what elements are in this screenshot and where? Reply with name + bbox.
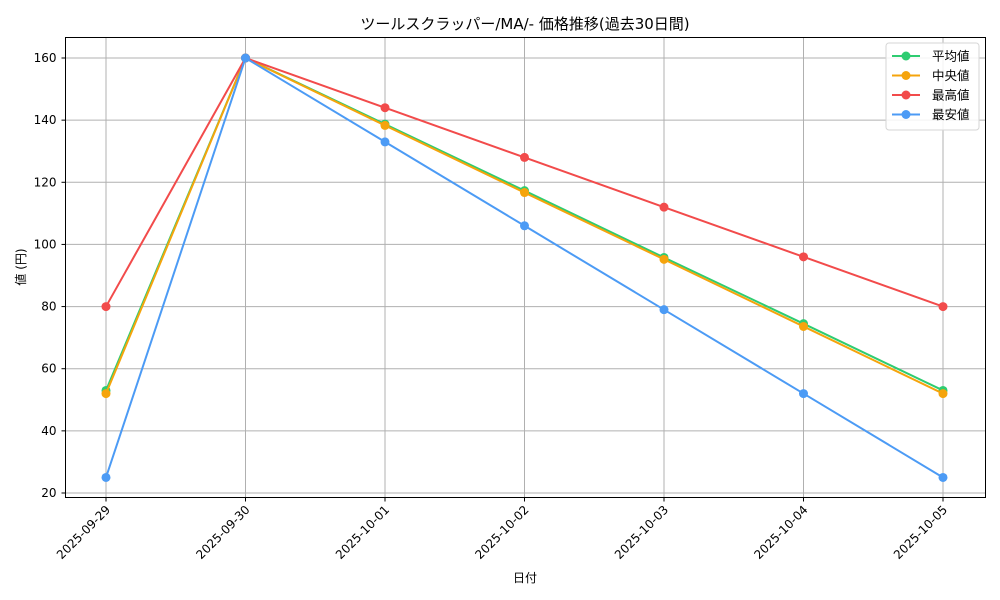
y-tick-label: 120 bbox=[34, 175, 57, 189]
legend-box bbox=[885, 42, 980, 131]
x-tick-label: 2025-10-04 bbox=[751, 503, 810, 562]
data-point bbox=[520, 188, 529, 198]
data-point bbox=[938, 302, 948, 312]
legend-item: 平均値 bbox=[892, 49, 970, 64]
data-point bbox=[659, 254, 669, 264]
x-tick-label: 2025-10-02 bbox=[472, 503, 531, 562]
data-point bbox=[659, 202, 669, 212]
y-tick-label: 140 bbox=[34, 113, 57, 127]
chart-title: ツールスクラッパー/MA/- 価格推移(過去30日間) bbox=[360, 15, 689, 33]
y-axis-label: 値 (円) bbox=[13, 248, 28, 285]
y-tick-label: 20 bbox=[41, 486, 56, 500]
y-tick-label: 160 bbox=[34, 51, 57, 65]
legend-marker-icon bbox=[901, 90, 911, 100]
data-point bbox=[799, 321, 808, 331]
legend-item: 最高値 bbox=[892, 88, 970, 103]
legend-item: 最安値 bbox=[892, 107, 970, 122]
data-point bbox=[241, 53, 250, 63]
x-tick-label: 2025-09-30 bbox=[193, 503, 252, 562]
legend-label: 平均値 bbox=[932, 49, 970, 64]
x-tick-label: 2025-10-05 bbox=[891, 503, 950, 562]
data-point bbox=[520, 221, 529, 231]
data-point bbox=[101, 472, 111, 482]
y-tick-label: 40 bbox=[41, 424, 56, 438]
data-point bbox=[380, 137, 390, 147]
data-point bbox=[520, 152, 529, 162]
grid bbox=[65, 37, 986, 498]
y-axis-ticks: 20 40 60 80 100 120 140 160 bbox=[34, 51, 66, 500]
y-tick-label: 80 bbox=[41, 300, 56, 314]
legend-marker-icon bbox=[901, 71, 911, 80]
x-axis-label: 日付 bbox=[513, 571, 537, 585]
legend-marker-icon bbox=[901, 110, 911, 119]
legend-marker-icon bbox=[901, 51, 911, 61]
data-point bbox=[799, 252, 808, 262]
data-point bbox=[938, 472, 948, 482]
x-tick-label: 2025-10-03 bbox=[612, 503, 671, 562]
series-最安値 bbox=[101, 53, 948, 482]
legend-label: 最高値 bbox=[932, 88, 970, 103]
data-point bbox=[101, 302, 111, 312]
data-point bbox=[799, 389, 808, 399]
x-tick-label: 2025-10-01 bbox=[333, 503, 392, 562]
data-point bbox=[380, 120, 390, 130]
data-point bbox=[659, 305, 669, 315]
plot-frame bbox=[65, 37, 986, 498]
legend-label: 最安値 bbox=[932, 107, 970, 122]
y-tick-label: 60 bbox=[41, 362, 56, 376]
data-point bbox=[380, 103, 390, 113]
data-point bbox=[101, 389, 111, 399]
x-tick-label: 2025-09-29 bbox=[54, 503, 113, 562]
legend-label: 中央値 bbox=[932, 68, 970, 83]
series-lines bbox=[101, 53, 948, 482]
data-point bbox=[938, 389, 948, 399]
x-axis-ticks: 2025-09-29 2025-09-30 2025-10-01 2025-10-02… bbox=[54, 497, 950, 562]
legend-item: 中央値 bbox=[892, 68, 970, 83]
y-tick-label: 100 bbox=[34, 237, 57, 251]
